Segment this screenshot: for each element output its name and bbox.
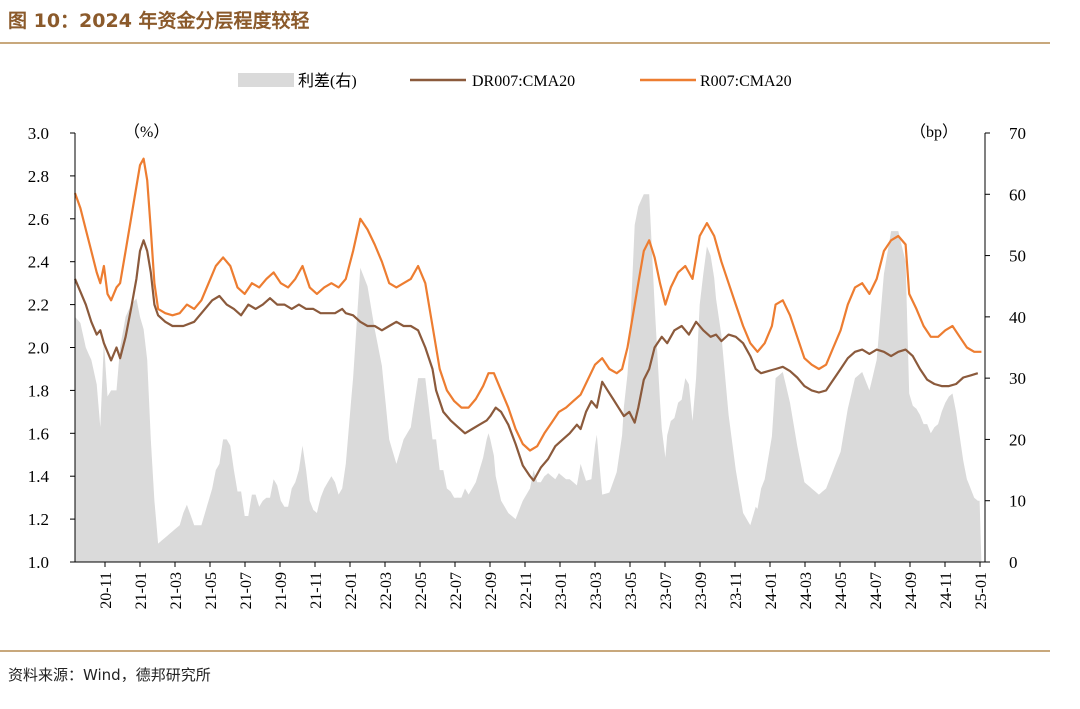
spread-area — [75, 194, 982, 563]
legend-swatch-spread — [238, 73, 294, 87]
left-tick-label: 1.6 — [28, 424, 49, 443]
x-tick-label: 22-09 — [483, 572, 500, 609]
left-tick-label: 1.0 — [28, 553, 49, 572]
left-tick-label: 2.6 — [28, 210, 49, 229]
x-tick-label: 21-11 — [308, 572, 325, 609]
x-tick-label: 23-05 — [623, 572, 640, 609]
x-tick-label: 24-09 — [903, 572, 920, 609]
chart: 1.0 1.2 1.4 1.6 1.8 2.0 2.2 2.4 2.6 2.8 3.0 0 10 20 30… — [28, 72, 1026, 609]
x-tick-label: 21-01 — [133, 572, 150, 609]
right-axis-unit: （bp） — [910, 123, 958, 141]
left-tick-label: 1.4 — [28, 467, 50, 486]
x-tick-label: 21-07 — [238, 572, 255, 609]
x-tick-label: 25-01 — [973, 572, 990, 609]
dr007-line — [73, 239, 979, 482]
x-tick-label: 22-01 — [343, 572, 360, 609]
right-tick-label: 40 — [1009, 308, 1026, 327]
x-tick-label: 23-11 — [728, 572, 745, 609]
x-tick-label: 24-01 — [763, 572, 780, 609]
x-tick-label: 23-01 — [553, 572, 570, 609]
left-tick-label: 1.8 — [28, 381, 49, 400]
right-tick-label: 30 — [1009, 369, 1026, 388]
x-tick-label: 22-03 — [378, 572, 395, 609]
left-tick-label: 2.2 — [28, 296, 49, 315]
x-tick-label: 23-07 — [658, 572, 675, 609]
x-tick-label: 23-03 — [588, 572, 605, 609]
left-axis-unit: （%） — [124, 123, 169, 141]
x-tick-label: 24-03 — [798, 572, 815, 609]
right-tick-label: 10 — [1009, 492, 1026, 511]
x-tick-label: 22-07 — [448, 572, 465, 609]
r007-line — [73, 157, 982, 452]
x-tick-label: 22-05 — [413, 572, 430, 609]
spread-area-layer — [75, 194, 982, 563]
left-tick-label: 1.2 — [28, 510, 49, 529]
chart-title: 图 10：2024 年资金分层程度较轻 — [8, 10, 310, 32]
source-rule — [0, 650, 1050, 652]
left-tick-label: 2.0 — [28, 339, 49, 358]
left-tick-label: 2.8 — [28, 167, 49, 186]
axis-layer: 1.0 1.2 1.4 1.6 1.8 2.0 2.2 2.4 2.6 2.8 3.0 0 10 20 30… — [28, 124, 1026, 609]
right-tick-label: 70 — [1009, 124, 1026, 143]
x-tick-label: 22-11 — [518, 572, 535, 609]
legend: 利差(右) DR007:CMA20 R007:CMA20 — [238, 72, 792, 90]
right-tick-label: 0 — [1009, 553, 1018, 572]
line-layer — [73, 157, 982, 482]
right-tick-label: 60 — [1009, 185, 1026, 204]
right-tick-label: 50 — [1009, 247, 1026, 266]
x-tick-label: 24-05 — [833, 572, 850, 609]
right-tick-label: 20 — [1009, 430, 1026, 449]
x-tick-label: 21-05 — [203, 572, 220, 609]
x-tick-label: 21-03 — [168, 572, 185, 609]
x-tick-label: 23-09 — [693, 572, 710, 609]
title-rule — [0, 42, 1050, 44]
legend-label-spread: 利差(右) — [298, 72, 357, 90]
left-tick-label: 3.0 — [28, 124, 49, 143]
left-tick-label: 2.4 — [28, 253, 50, 272]
legend-label-r007: R007:CMA20 — [700, 73, 792, 90]
x-tick-label: 21-09 — [273, 572, 290, 609]
legend-label-dr007: DR007:CMA20 — [472, 73, 575, 90]
x-tick-label: 24-07 — [868, 572, 885, 609]
source-note: 资料来源：Wind，德邦研究所 — [8, 666, 211, 684]
x-tick-label: 20-11 — [98, 572, 115, 609]
x-tick-label: 24-11 — [938, 572, 955, 609]
